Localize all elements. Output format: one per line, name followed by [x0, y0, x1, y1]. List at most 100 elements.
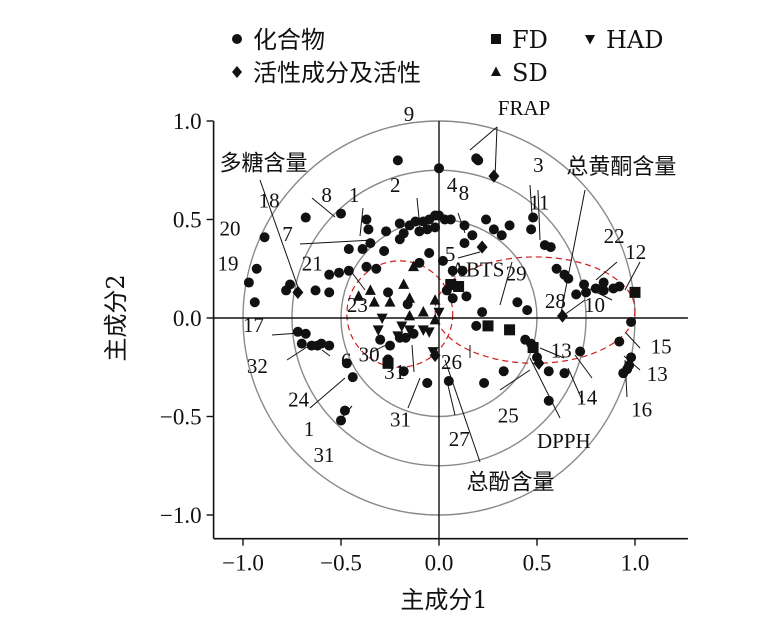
point-label: 3	[533, 153, 544, 177]
point-circle	[496, 230, 507, 241]
point-label: 6	[341, 348, 352, 372]
point-circle	[400, 332, 411, 343]
point-triangle	[404, 309, 416, 321]
point-triangle	[398, 278, 410, 289]
legend-marker-square	[491, 34, 501, 44]
x-tick-label: 0.0	[425, 551, 454, 576]
point-circle	[459, 238, 470, 249]
point-circle	[361, 214, 372, 225]
leader-line	[321, 349, 331, 357]
point-circle	[477, 307, 488, 318]
label-leader-lines	[259, 126, 641, 463]
point-label: 30	[359, 342, 380, 366]
point-circle	[526, 224, 537, 235]
leader-line	[567, 367, 584, 403]
point-triangle	[353, 290, 365, 301]
point-circle	[447, 293, 458, 304]
point-circle	[498, 366, 509, 377]
leader-line	[299, 239, 374, 245]
leader-line	[539, 347, 565, 359]
point-circle	[563, 273, 574, 284]
legend-marker-triangle-down	[585, 35, 595, 45]
point-circle	[434, 163, 444, 174]
leader-line	[625, 332, 641, 349]
point-circle	[422, 224, 433, 235]
point-circle	[479, 378, 490, 389]
x-axis-title: 主成分1	[400, 586, 487, 614]
point-circle	[324, 287, 335, 298]
point-circle	[347, 372, 358, 383]
point-triangle-down	[392, 331, 404, 342]
leader-line	[457, 251, 481, 259]
point-circle	[365, 238, 376, 249]
point-circle	[437, 255, 448, 266]
x-tick-label: 0.5	[523, 551, 552, 576]
point-circle	[249, 297, 260, 308]
point-triangle-down	[433, 307, 445, 319]
point-circle	[394, 218, 405, 229]
point-circle	[383, 287, 394, 298]
leader-line	[624, 261, 641, 291]
point-label: 1	[304, 417, 315, 441]
point-label: FRAP	[498, 96, 551, 120]
point-triangle-down	[427, 347, 439, 358]
point-circle	[343, 244, 354, 255]
point-circle	[422, 378, 433, 389]
point-circle	[581, 287, 591, 298]
point-circle	[447, 265, 458, 276]
point-circle	[457, 265, 468, 276]
point-circle	[336, 208, 346, 219]
point-triangle	[429, 294, 441, 305]
x-tick-label: −1.0	[222, 551, 264, 576]
point-circle	[375, 334, 386, 345]
point-circle	[343, 265, 354, 276]
point-circle	[626, 316, 637, 327]
point-circle	[467, 230, 478, 241]
cluster-ellipse	[346, 260, 454, 368]
point-circle	[341, 358, 352, 369]
point-label: 32	[247, 354, 268, 378]
point-triangle-down	[404, 325, 416, 336]
legend-label: FD	[512, 26, 548, 54]
leader-line	[259, 179, 301, 294]
point-circle	[522, 305, 533, 316]
point-diamond	[556, 309, 568, 323]
point-circle	[259, 232, 270, 243]
point-circle	[316, 338, 327, 349]
y-tick-label: 0.5	[173, 208, 202, 233]
point-circle	[324, 269, 335, 280]
y-tick-label: 1.0	[173, 109, 202, 134]
leader-line	[529, 184, 533, 216]
point-circle	[334, 267, 345, 278]
point-label: 13	[551, 338, 572, 362]
point-square	[504, 324, 516, 336]
point-label: 12	[625, 240, 646, 264]
point-circle	[385, 340, 395, 351]
point-circle	[575, 346, 586, 357]
point-triangle	[364, 284, 376, 295]
point-circle	[551, 263, 562, 274]
point-label: 25	[498, 403, 519, 427]
point-triangle-down	[396, 321, 408, 332]
leader-line	[574, 354, 593, 379]
point-label: 8	[459, 181, 470, 205]
point-circle	[504, 220, 515, 231]
legend-label: 活性成分及活性	[253, 59, 421, 87]
point-circle	[598, 285, 609, 296]
point-circle	[445, 214, 456, 225]
leader-line	[499, 369, 531, 391]
tick-labels: −1.0 −0.5 0.0 0.5 1.0 1.0 0.5 0.0 −0.5 −1.0	[160, 109, 650, 576]
leader-line	[359, 207, 364, 237]
point-circle	[443, 376, 454, 387]
leader-line	[311, 197, 336, 218]
point-circle	[614, 336, 625, 347]
point-label: 28	[545, 289, 566, 313]
point-circle	[461, 291, 472, 302]
legend-label: HAD	[606, 26, 664, 54]
point-label: 24	[288, 388, 310, 412]
point-diamond	[292, 285, 304, 299]
point-circle	[243, 277, 254, 288]
y-tick-label: 0.0	[173, 306, 202, 331]
